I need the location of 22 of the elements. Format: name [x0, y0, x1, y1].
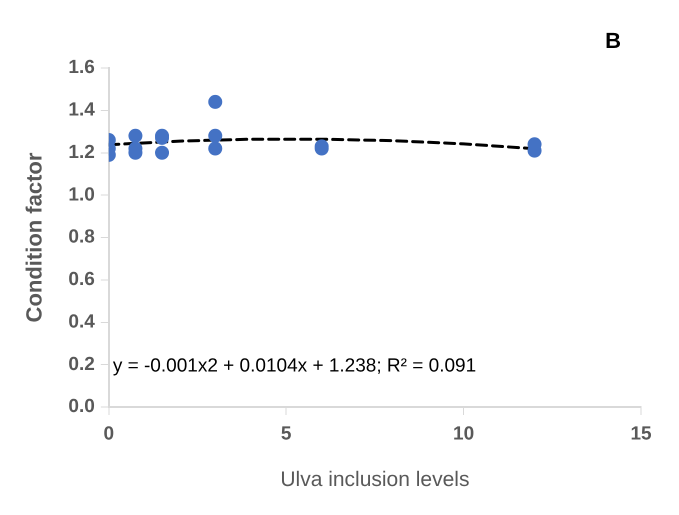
y-axis-title: Condition factor [21, 152, 46, 322]
y-tick-label: 1.4 [68, 100, 96, 121]
x-tick-label: 5 [280, 424, 292, 445]
point [208, 142, 222, 156]
point [208, 128, 222, 143]
point [128, 128, 142, 143]
x-tick-label: 0 [104, 424, 114, 445]
x-tick-label: 15 [630, 424, 652, 445]
point [155, 146, 170, 160]
y-tick-label: 1.0 [68, 184, 95, 206]
y-tick-label: 1.6 [68, 57, 95, 78]
y-tick-label: 1.2 [68, 142, 95, 163]
text: B [605, 28, 621, 53]
y-tick-label: 0.8 [68, 226, 95, 248]
y-tick-label: 0.2 [68, 354, 95, 375]
y-tick-label: 0.4 [68, 311, 96, 332]
x-axis-title: Ulva inclusion levels [280, 468, 470, 492]
x-tick-label: 10 [453, 424, 474, 445]
annotation: y = -0.001x2 + 0.0104x + 1.238; R² = 0.091 [112, 356, 476, 377]
y-tick-label: 0.0 [68, 396, 95, 418]
point [208, 94, 222, 109]
y-tick-label: 0.6 [68, 269, 95, 290]
